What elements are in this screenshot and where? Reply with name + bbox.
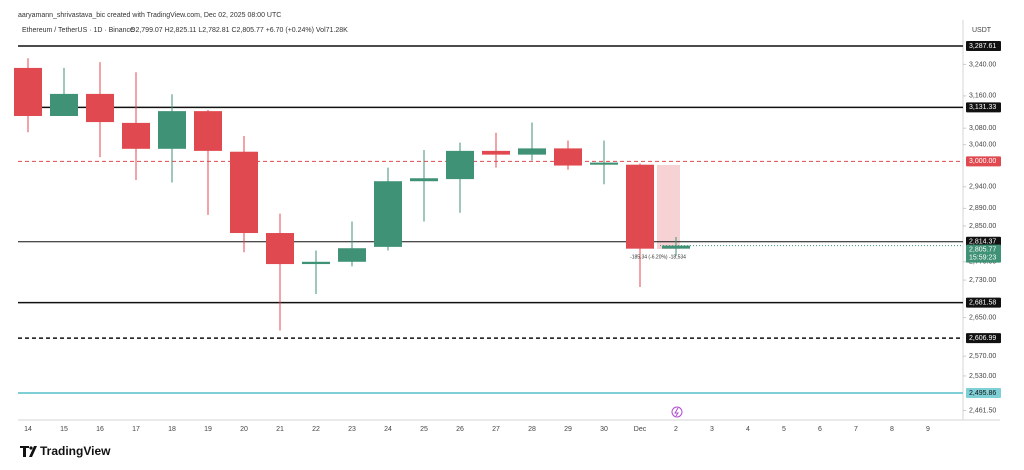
- x-tick-label: 28: [528, 426, 536, 433]
- x-tick-label: 2: [674, 426, 678, 433]
- candle-body: [14, 67, 42, 116]
- y-tick-label: 2,730.00: [969, 277, 996, 284]
- brand-name: TradingView: [40, 444, 111, 458]
- candle-body: [86, 93, 114, 123]
- candle-body: [50, 93, 78, 116]
- level-tag-label: 2,681.58: [969, 299, 996, 306]
- measure-box: [657, 165, 680, 249]
- candle-body: [194, 111, 222, 151]
- x-tick-label: 14: [24, 426, 32, 433]
- x-tick-label: 18: [168, 426, 176, 433]
- y-tick-label: 2,650.00: [969, 314, 996, 321]
- x-tick-label: 16: [96, 426, 104, 433]
- level-tag: [966, 102, 1001, 113]
- level-tag: [966, 41, 1001, 52]
- candle-body: [518, 148, 546, 155]
- y-tick-label: 3,160.00: [969, 93, 996, 100]
- candle-body: [590, 162, 618, 165]
- last-price-tag: [966, 244, 1001, 263]
- level-tag-label: 3,131.33: [969, 104, 996, 111]
- candle-body: [554, 148, 582, 166]
- y-tick-label: 3,080.00: [969, 125, 996, 132]
- x-tick-label: 30: [600, 426, 608, 433]
- candle-body: [410, 178, 438, 182]
- x-tick-label: 9: [926, 426, 930, 433]
- candle-body: [158, 111, 186, 149]
- candle-body: [482, 150, 510, 155]
- y-tick-label: 2,461.50: [969, 407, 996, 414]
- candle-body: [626, 164, 654, 249]
- x-tick-label: 7: [854, 426, 858, 433]
- event-icon-bolt: [674, 407, 679, 417]
- x-tick-label: 19: [204, 426, 212, 433]
- y-tick-label: 3,240.00: [969, 61, 996, 68]
- level-tag: [966, 236, 1001, 247]
- x-tick-label: 26: [456, 426, 464, 433]
- level-tag: [966, 297, 1001, 308]
- event-icon: [671, 406, 683, 418]
- ohlc-legend: O2,799.07 H2,825.11 L2,782.81 C2,805.77 …: [130, 27, 348, 34]
- x-tick-label: 5: [782, 426, 786, 433]
- level-tag-label: 3,287.61: [969, 43, 996, 50]
- x-tick-label: 24: [384, 426, 392, 433]
- x-tick-label: 27: [492, 426, 500, 433]
- x-tick-label: 23: [348, 426, 356, 433]
- measure-label: -185.34 (-6.20%) -18,534: [630, 254, 686, 260]
- y-tick-label: 2,530.00: [969, 373, 996, 380]
- x-tick-label: 4: [746, 426, 750, 433]
- candle-body: [374, 181, 402, 247]
- candle-body: [302, 261, 330, 265]
- candle-body: [122, 122, 150, 149]
- x-tick-label: 20: [240, 426, 248, 433]
- candle-body: [446, 150, 474, 180]
- candle-body: [662, 245, 690, 249]
- candle-body: [338, 248, 366, 262]
- level-tag: [966, 156, 1001, 167]
- candle-body: [266, 233, 294, 265]
- x-tick-label: 15: [60, 426, 68, 433]
- last-price-label: 2,805.77: [969, 246, 996, 253]
- x-tick-label: 3: [710, 426, 714, 433]
- candle-body: [230, 151, 258, 234]
- x-tick-label: 25: [420, 426, 428, 433]
- x-tick-label: 6: [818, 426, 822, 433]
- level-tag: [966, 388, 1001, 399]
- level-tag-label: 2,814.37: [969, 239, 996, 246]
- y-tick-label: 2,940.00: [969, 184, 996, 191]
- x-tick-label: 8: [890, 426, 894, 433]
- y-tick-label: 2,890.00: [969, 205, 996, 212]
- x-tick-label: 17: [132, 426, 140, 433]
- y-tick-label: 2,570.00: [969, 353, 996, 360]
- x-tick-label: 21: [276, 426, 284, 433]
- level-tag-label: 2,495.86: [969, 390, 996, 397]
- level-tag-label: 2,606.99: [969, 335, 996, 342]
- countdown-label: 15:59:23: [969, 254, 996, 261]
- chart-title: Ethereum / TetherUS · 1D · Binance: [22, 27, 134, 34]
- x-tick-label: 29: [564, 426, 572, 433]
- y-tick-label: 2,850.00: [969, 223, 996, 230]
- y-unit: USDT: [972, 27, 992, 34]
- level-tag: [966, 333, 1001, 344]
- attribution: aaryamann_shrivastava_bic created with T…: [18, 12, 281, 19]
- y-tick-label: 3,040.00: [969, 142, 996, 149]
- level-tag-label: 3,000.00: [969, 158, 996, 165]
- x-tick-label: 22: [312, 426, 320, 433]
- x-tick-label: Dec: [634, 426, 647, 433]
- brand-logo: [20, 446, 37, 457]
